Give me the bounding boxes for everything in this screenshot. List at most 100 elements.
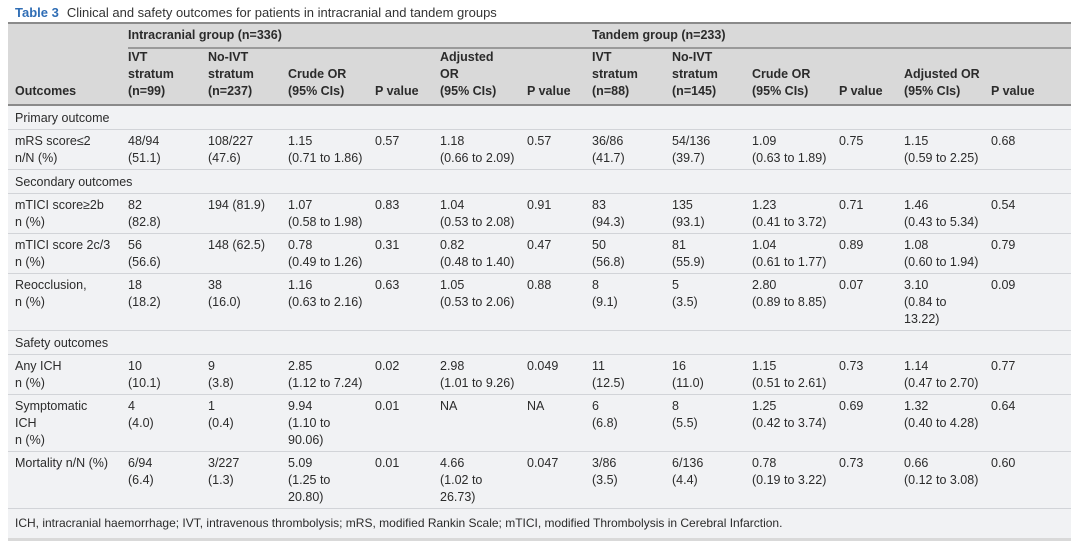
table-cell: NA [440, 394, 527, 452]
table-cell: 0.01 [375, 451, 440, 509]
table-cell: 5 (3.5) [672, 273, 753, 331]
table-cell: 10 (10.1) [128, 354, 208, 395]
table-row: Reocclusion, n (%) 18 (18.2) 38 (16.0) 1.16… [8, 273, 1072, 331]
table-cell: 0.79 [991, 233, 1072, 274]
column-header: Crude OR (95% CIs) [288, 49, 375, 106]
table-cell: 0.57 [375, 129, 440, 170]
table-cell: 0.68 [991, 129, 1072, 170]
column-header: Adjusted OR (95% CIs) [904, 49, 992, 106]
table-cell: 48/94 (51.1) [128, 129, 208, 170]
table-cell: 1.15 (0.59 to 2.25) [904, 129, 992, 170]
table-cell: 1.23 (0.41 to 3.72) [752, 193, 840, 234]
table-cell: 0.01 [375, 394, 440, 452]
table-cell: 3.10 (0.84 to 13.22) [904, 273, 992, 331]
table-cell: 0.047 [527, 451, 593, 509]
table-cell: 4 (4.0) [128, 394, 208, 452]
table-cell: 0.89 [839, 233, 905, 274]
table-row: mTICI score 2c/3 n (%) 56 (56.6) 148 (62.5… [8, 233, 1072, 274]
outcome-label: mRS score≤2 n/N (%) [8, 129, 128, 170]
table-cell: 3/86 (3.5) [592, 451, 673, 509]
table-cell: 0.049 [527, 354, 593, 395]
table-cell: 0.60 [991, 451, 1072, 509]
table-cell: 38 (16.0) [208, 273, 288, 331]
outcome-label: Symptomatic ICH n (%) [8, 394, 128, 452]
table-cell: 9.94 (1.10 to 90.06) [288, 394, 375, 452]
table-cell: 8 (9.1) [592, 273, 673, 331]
column-header: P value [839, 49, 905, 106]
table-cell: 5.09 (1.25 to 20.80) [288, 451, 375, 509]
table-cell: 1.16 (0.63 to 2.16) [288, 273, 375, 331]
table-cell: 1.04 (0.53 to 2.08) [440, 193, 527, 234]
table-row: Any ICH n (%) 10 (10.1) 9 (3.8) 2.85 (1.12 … [8, 354, 1072, 395]
table-row: Symptomatic ICH n (%) 4 (4.0) 1 (0.4) 9.94 … [8, 394, 1072, 452]
table-cell: 3/227 (1.3) [208, 451, 288, 509]
table-row: Mortality n/N (%) 6/94 (6.4) 3/227 (1.3) 5.… [8, 451, 1072, 509]
table-cell: 1.46 (0.43 to 5.34) [904, 193, 992, 234]
group-label: Intracranial group (n=336) [128, 24, 587, 49]
table-cell: 0.83 [375, 193, 440, 234]
table-row: mRS score≤2 n/N (%) 48/94 (51.1) 108/227 (… [8, 129, 1072, 170]
column-header: P value [375, 49, 440, 106]
table-cell: 1.08 (0.60 to 1.94) [904, 233, 992, 274]
table-cell: 1.18 (0.66 to 2.09) [440, 129, 527, 170]
table-cell: 16 (11.0) [672, 354, 753, 395]
outcome-label: Reocclusion, n (%) [8, 273, 128, 331]
section-row: Primary outcome [8, 105, 1072, 130]
table-cell: 0.91 [527, 193, 593, 234]
table-cell: 1.25 (0.42 to 3.74) [752, 394, 840, 452]
table-cell: 2.85 (1.12 to 7.24) [288, 354, 375, 395]
table-cell: 0.78 (0.19 to 3.22) [752, 451, 840, 509]
table-cell: 36/86 (41.7) [592, 129, 673, 170]
table-cell: 6/136 (4.4) [672, 451, 753, 509]
table-cell: 0.31 [375, 233, 440, 274]
header-blank [8, 22, 128, 49]
table-cell: 1.14 (0.47 to 2.70) [904, 354, 992, 395]
table-cell: 0.88 [527, 273, 593, 331]
table-cell: 1.32 (0.40 to 4.28) [904, 394, 992, 452]
table-cell: 6 (6.8) [592, 394, 673, 452]
table-cell: 1.05 (0.53 to 2.06) [440, 273, 527, 331]
table-label: Table 3 [15, 5, 59, 20]
outcome-label: mTICI score 2c/3 n (%) [8, 233, 128, 274]
section-label: Safety outcomes [8, 330, 1072, 355]
table-cell: 0.47 [527, 233, 593, 274]
table-cell: 194 (81.9) [208, 193, 288, 234]
table-cell: 0.09 [991, 273, 1072, 331]
table-cell: 54/136 (39.7) [672, 129, 753, 170]
table-cell: 1.04 (0.61 to 1.77) [752, 233, 840, 274]
table-caption: Table 3 Clinical and safety outcomes for … [15, 4, 497, 21]
table-cell: 0.78 (0.49 to 1.26) [288, 233, 375, 274]
group-header-intracranial: Intracranial group (n=336) [128, 22, 593, 49]
table-cell: 56 (56.6) [128, 233, 208, 274]
table-cell: 0.64 [991, 394, 1072, 452]
table-cell: 135 (93.1) [672, 193, 753, 234]
column-header: IVT stratum (n=99) [128, 49, 208, 106]
table-cell: 9 (3.8) [208, 354, 288, 395]
table-cell: 0.07 [839, 273, 905, 331]
table-cell: NA [527, 394, 593, 452]
column-header: IVT stratum (n=88) [592, 49, 673, 106]
table-cell: 11 (12.5) [592, 354, 673, 395]
table-cell: 1.15 (0.51 to 2.61) [752, 354, 840, 395]
table-cell: 0.63 [375, 273, 440, 331]
table-cell: 18 (18.2) [128, 273, 208, 331]
table-cell: 1.09 (0.63 to 1.89) [752, 129, 840, 170]
table-cell: 2.80 (0.89 to 8.85) [752, 273, 840, 331]
outcomes-table: Intracranial group (n=336) Tandem group … [8, 22, 1072, 541]
column-header: Adjusted OR (95% CIs) [440, 49, 527, 106]
table-cell: 1.07 (0.58 to 1.98) [288, 193, 375, 234]
column-header: No-IVT stratum (n=237) [208, 49, 288, 106]
table-cell: 0.71 [839, 193, 905, 234]
table-cell: 1.15 (0.71 to 1.86) [288, 129, 375, 170]
section-row: Secondary outcomes [8, 169, 1072, 194]
table-cell: 4.66 (1.02 to 26.73) [440, 451, 527, 509]
column-header: No-IVT stratum (n=145) [672, 49, 753, 106]
table-cell: 108/227 (47.6) [208, 129, 288, 170]
group-label: Tandem group (n=233) [586, 24, 1072, 49]
table-cell: 0.73 [839, 354, 905, 395]
table-cell: 0.73 [839, 451, 905, 509]
section-row: Safety outcomes [8, 330, 1072, 355]
table-cell: 0.69 [839, 394, 905, 452]
column-header: P value [991, 49, 1072, 106]
table-cell: 82 (82.8) [128, 193, 208, 234]
